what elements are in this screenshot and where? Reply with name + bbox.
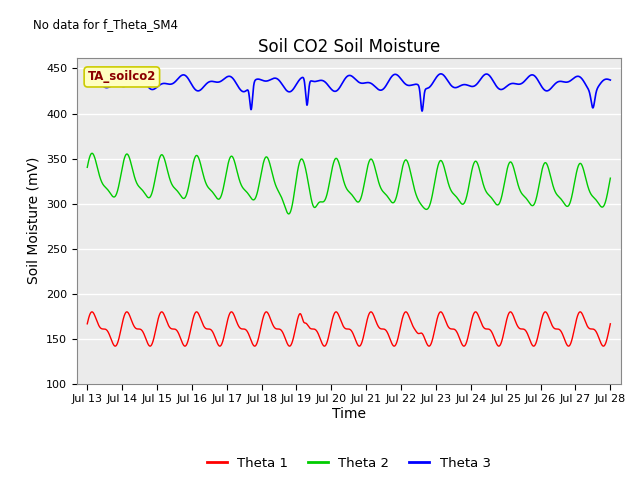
Title: Soil CO2 Soil Moisture: Soil CO2 Soil Moisture xyxy=(258,38,440,56)
X-axis label: Time: Time xyxy=(332,407,366,421)
Text: TA_soilco2: TA_soilco2 xyxy=(88,71,156,84)
Text: No data for f_Theta_SM4: No data for f_Theta_SM4 xyxy=(33,19,179,32)
Y-axis label: Soil Moisture (mV): Soil Moisture (mV) xyxy=(26,157,40,285)
Legend: Theta 1, Theta 2, Theta 3: Theta 1, Theta 2, Theta 3 xyxy=(202,452,496,475)
